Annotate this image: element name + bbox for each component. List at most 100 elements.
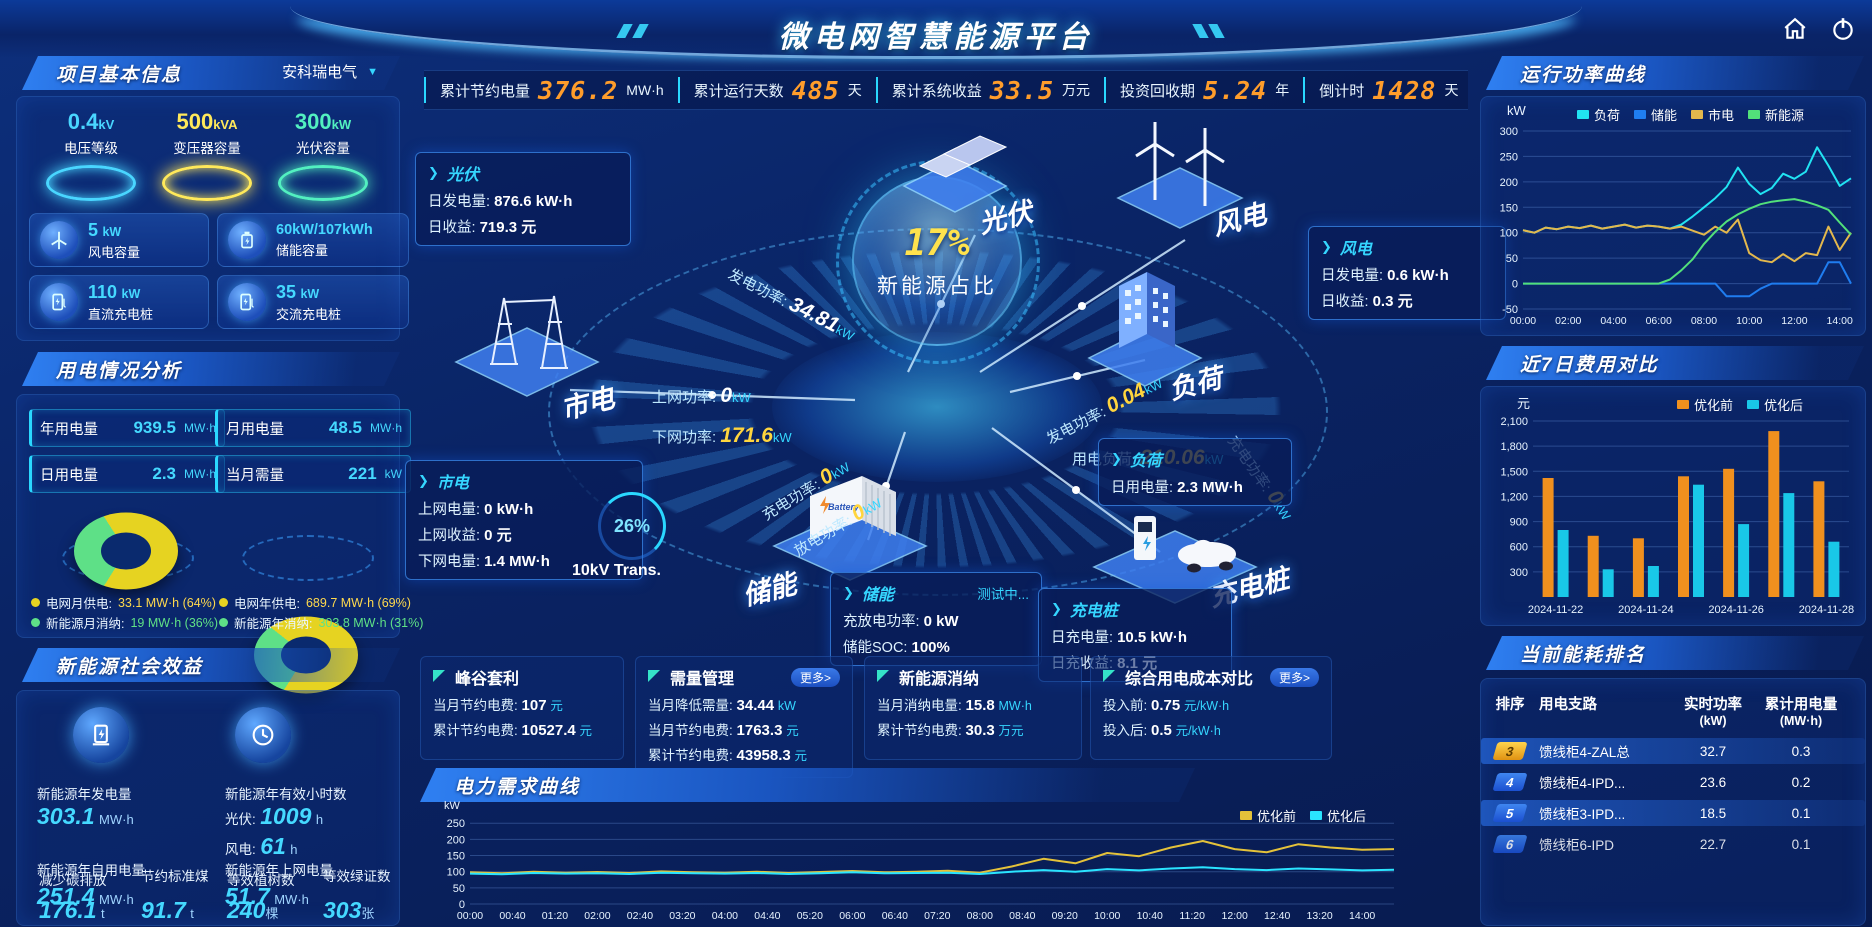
- svg-text:10:00: 10:00: [1094, 910, 1120, 922]
- gen-value: 303.1 MW·h: [37, 803, 134, 829]
- rank-badge: 4: [1492, 773, 1528, 791]
- svg-text:09:20: 09:20: [1052, 910, 1078, 922]
- metric-peak-valley: 峰谷套利 当月节约电费: 107 元 累计节约电费: 10527.4 元: [420, 656, 624, 760]
- svg-text:2024-11-24: 2024-11-24: [1618, 604, 1673, 616]
- legend-grid-year: 电网年供电: 689.7 MW·h (69%): [219, 593, 411, 612]
- table-row[interactable]: 4 馈线柜4-IPD... 23.6 0.2: [1481, 769, 1865, 795]
- pv-node-icon: [900, 128, 1010, 219]
- svg-text:300: 300: [1510, 567, 1528, 579]
- svg-text:00:00: 00:00: [457, 910, 483, 922]
- legend-item: 市电: [1691, 105, 1734, 124]
- svg-text:12:40: 12:40: [1264, 910, 1290, 922]
- gen-label: 新能源年发电量: [37, 787, 132, 802]
- ac-charger-icon: [228, 283, 266, 321]
- rank-table-header: 排序 用电支路 实时功率 (kW) 累计用电量 (MW·h): [1495, 697, 1838, 728]
- coal-label: 节约标准煤: [141, 869, 209, 884]
- pedestal-voltage: 0.4kV 电压等级: [35, 109, 147, 201]
- svg-text:2024-11-22: 2024-11-22: [1528, 604, 1583, 616]
- panel-header-usage-analysis: 用电情况分析: [22, 352, 400, 386]
- legend-item: 优化后: [1310, 806, 1366, 825]
- svg-text:50: 50: [1506, 253, 1518, 265]
- trees-label: 等效植树数: [227, 873, 295, 888]
- panel-corner-icon: [16, 641, 38, 663]
- panel-title: 电力需求曲线: [454, 776, 581, 798]
- demand-y-unit: kW: [444, 800, 460, 812]
- panel-title: 用电情况分析: [56, 360, 183, 382]
- svg-text:08:40: 08:40: [1009, 910, 1035, 922]
- panel-header-power-curve: 运行功率曲线: [1486, 56, 1864, 90]
- more-button[interactable]: 更多>: [1269, 667, 1319, 687]
- legend-item: 负荷: [1577, 105, 1620, 124]
- arrow-icon: ❯: [1321, 239, 1332, 254]
- wind-turbine-icon: [40, 221, 78, 259]
- pedestal-pv-capacity: 300kW 光伏容量: [267, 109, 379, 201]
- legend-item: 新能源: [1748, 105, 1804, 124]
- svg-text:00:40: 00:40: [499, 910, 525, 922]
- spoke-grid-download-power: 下网功率: 171.6kW: [652, 424, 792, 447]
- svg-text:600: 600: [1510, 542, 1528, 554]
- card-wind-capacity: 5 kW 风电容量: [29, 213, 209, 267]
- svg-text:10:40: 10:40: [1137, 910, 1163, 922]
- title-decor-right: [1192, 24, 1260, 38]
- svg-text:0: 0: [459, 899, 465, 911]
- kpi-running-days: 累计运行天数 485 天: [677, 76, 876, 105]
- green-cert-label: 等效绿证数: [323, 869, 391, 884]
- renewable-ratio-value: 17%: [904, 222, 970, 264]
- table-row[interactable]: 6 馈线柜6-IPD 22.7 0.1: [1481, 831, 1865, 857]
- panel-title: 新能源社会效益: [56, 656, 204, 678]
- more-button[interactable]: 更多>: [790, 667, 840, 687]
- trees-value: 240棵: [227, 897, 279, 923]
- arrow-icon: ❯: [428, 165, 439, 180]
- legend-renewable-month: 新能源月消纳: 19 MW·h (36%): [31, 613, 218, 632]
- panel-corner-icon: [1480, 629, 1502, 651]
- card-dc-charger: 110 kW 直流充电桩: [29, 275, 209, 329]
- renewable-ratio-label: 新能源占比: [877, 274, 997, 298]
- svg-text:12:00: 12:00: [1222, 910, 1248, 922]
- wind-info-box: ❯ 风电 日发电量: 0.6 kW·h 日收益: 0.3 元: [1308, 226, 1506, 320]
- stat-month-demand: 当月需量 221 kW: [215, 455, 411, 493]
- panel-header-energy-rank: 当前能耗排名: [1486, 636, 1864, 670]
- svg-text:0: 0: [1512, 279, 1518, 291]
- svg-text:04:00: 04:00: [712, 910, 738, 922]
- home-icon[interactable]: [1782, 16, 1808, 42]
- power-icon[interactable]: [1830, 16, 1856, 42]
- feed-in-value: 51.7 MW·h: [225, 883, 309, 909]
- metric-icon: [1103, 670, 1115, 682]
- donut-chart-month: [74, 512, 178, 590]
- metric-renewable-consumption: 新能源消纳 当月消纳电量: 15.8 MW·h 累计节约电费: 30.3 万元: [864, 656, 1082, 760]
- metric-cost-compare: 综合用电成本对比 更多> 投入前: 0.75 元/kW·h 投入后: 0.5 元/…: [1090, 656, 1332, 760]
- rank-badge: 3: [1492, 742, 1528, 760]
- cost-y-unit: 元: [1517, 396, 1531, 411]
- svg-text:1,500: 1,500: [1500, 466, 1528, 478]
- metric-icon: [648, 670, 660, 682]
- svg-text:2,100: 2,100: [1500, 416, 1528, 428]
- storage-info-box: ❯ 储能 测试中... 充放电功率: 0 kW 储能SOC: 100%: [830, 572, 1042, 666]
- svg-text:11:20: 11:20: [1179, 910, 1205, 922]
- power-curve-panel: kW 负荷 储能 市电 新能源 -50 0 50 100 150 200 250 300 00:00 0…: [1480, 96, 1866, 336]
- legend-item: 优化后: [1747, 395, 1803, 414]
- cost-legend: 优化前 优化后: [1677, 395, 1803, 414]
- legend-item: 储能: [1634, 105, 1677, 124]
- power-y-unit: kW: [1507, 103, 1526, 118]
- svg-text:03:20: 03:20: [669, 910, 695, 922]
- company-selector[interactable]: 安科瑞电气 ▼: [282, 64, 378, 81]
- svg-text:300: 300: [1500, 126, 1518, 138]
- panel-header-cost-compare: 近7日费用对比: [1486, 346, 1864, 380]
- table-row[interactable]: 5 馈线柜3-IPD... 18.5 0.1: [1481, 800, 1865, 826]
- svg-text:200: 200: [447, 834, 465, 846]
- chevron-down-icon: ▼: [367, 65, 378, 78]
- panel-title: 项目基本信息: [56, 64, 183, 86]
- panel-corner-icon: [16, 345, 38, 367]
- project-info-panel: 0.4kV 电压等级 500kVA 变压器容量 300kW 光伏容量 5 kW 风…: [16, 96, 409, 341]
- svg-text:04:00: 04:00: [1600, 315, 1626, 327]
- svg-text:150: 150: [1500, 202, 1518, 214]
- battery-icon: [228, 221, 266, 259]
- green-cert-value: 303张: [323, 897, 375, 923]
- svg-text:100: 100: [1500, 228, 1518, 240]
- table-row[interactable]: 3 馈线柜4-ZAL总 32.7 0.3: [1481, 738, 1865, 764]
- svg-text:250: 250: [447, 818, 465, 830]
- clock-icon: [235, 707, 291, 763]
- pedestal-transformer: 500kVA 变压器容量: [151, 109, 263, 201]
- legend-item: 优化前: [1240, 806, 1296, 825]
- self-use-label: 新能源年自用电量: [37, 863, 145, 878]
